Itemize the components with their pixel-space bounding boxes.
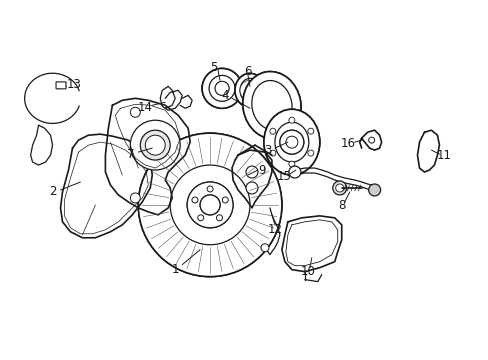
Text: 3: 3: [264, 144, 271, 157]
Text: 4: 4: [221, 89, 228, 102]
Circle shape: [140, 130, 170, 160]
Circle shape: [170, 165, 249, 245]
Circle shape: [307, 150, 313, 156]
Circle shape: [145, 135, 165, 155]
Circle shape: [368, 184, 380, 196]
Circle shape: [215, 81, 228, 95]
Circle shape: [197, 215, 203, 221]
Circle shape: [138, 133, 281, 276]
Circle shape: [279, 130, 303, 154]
Ellipse shape: [251, 81, 291, 130]
Circle shape: [202, 68, 242, 108]
FancyBboxPatch shape: [56, 82, 66, 89]
Circle shape: [200, 195, 220, 215]
Circle shape: [261, 244, 268, 252]
Circle shape: [200, 195, 220, 215]
Ellipse shape: [235, 73, 264, 107]
Text: 12: 12: [267, 223, 282, 236]
Ellipse shape: [264, 109, 319, 175]
Text: 2: 2: [49, 185, 56, 198]
Circle shape: [207, 186, 213, 192]
Circle shape: [130, 107, 140, 117]
Circle shape: [269, 150, 275, 156]
Text: 9: 9: [258, 163, 265, 176]
Ellipse shape: [235, 73, 264, 107]
Circle shape: [192, 197, 198, 203]
Ellipse shape: [243, 72, 301, 139]
Circle shape: [245, 182, 258, 194]
Text: 5: 5: [210, 61, 217, 74]
Circle shape: [202, 68, 242, 108]
Text: 11: 11: [436, 149, 451, 162]
Circle shape: [288, 161, 294, 167]
Circle shape: [288, 166, 300, 178]
Text: 8: 8: [337, 199, 345, 212]
Circle shape: [307, 128, 313, 134]
Circle shape: [215, 81, 228, 95]
Circle shape: [244, 84, 255, 96]
Circle shape: [279, 130, 303, 154]
Text: 13: 13: [67, 78, 82, 91]
Circle shape: [138, 133, 281, 276]
Text: 1: 1: [171, 263, 179, 276]
Ellipse shape: [264, 109, 319, 175]
Circle shape: [335, 184, 343, 192]
Circle shape: [130, 193, 140, 203]
Circle shape: [222, 197, 228, 203]
Circle shape: [240, 80, 260, 100]
Circle shape: [187, 182, 233, 228]
Circle shape: [209, 75, 235, 101]
Circle shape: [216, 215, 222, 221]
Text: 16: 16: [340, 137, 354, 150]
Circle shape: [368, 137, 374, 143]
Ellipse shape: [243, 72, 301, 139]
Circle shape: [288, 117, 294, 123]
Circle shape: [130, 120, 180, 170]
Text: 14: 14: [138, 101, 152, 114]
Ellipse shape: [240, 78, 260, 102]
Ellipse shape: [274, 122, 308, 162]
Circle shape: [269, 128, 275, 134]
Circle shape: [245, 166, 258, 178]
Text: 10: 10: [300, 265, 315, 278]
Circle shape: [285, 136, 297, 148]
Text: 7: 7: [126, 148, 134, 161]
Circle shape: [332, 181, 346, 195]
Text: 15: 15: [276, 170, 291, 183]
Circle shape: [187, 182, 233, 228]
Text: 6: 6: [244, 65, 251, 78]
